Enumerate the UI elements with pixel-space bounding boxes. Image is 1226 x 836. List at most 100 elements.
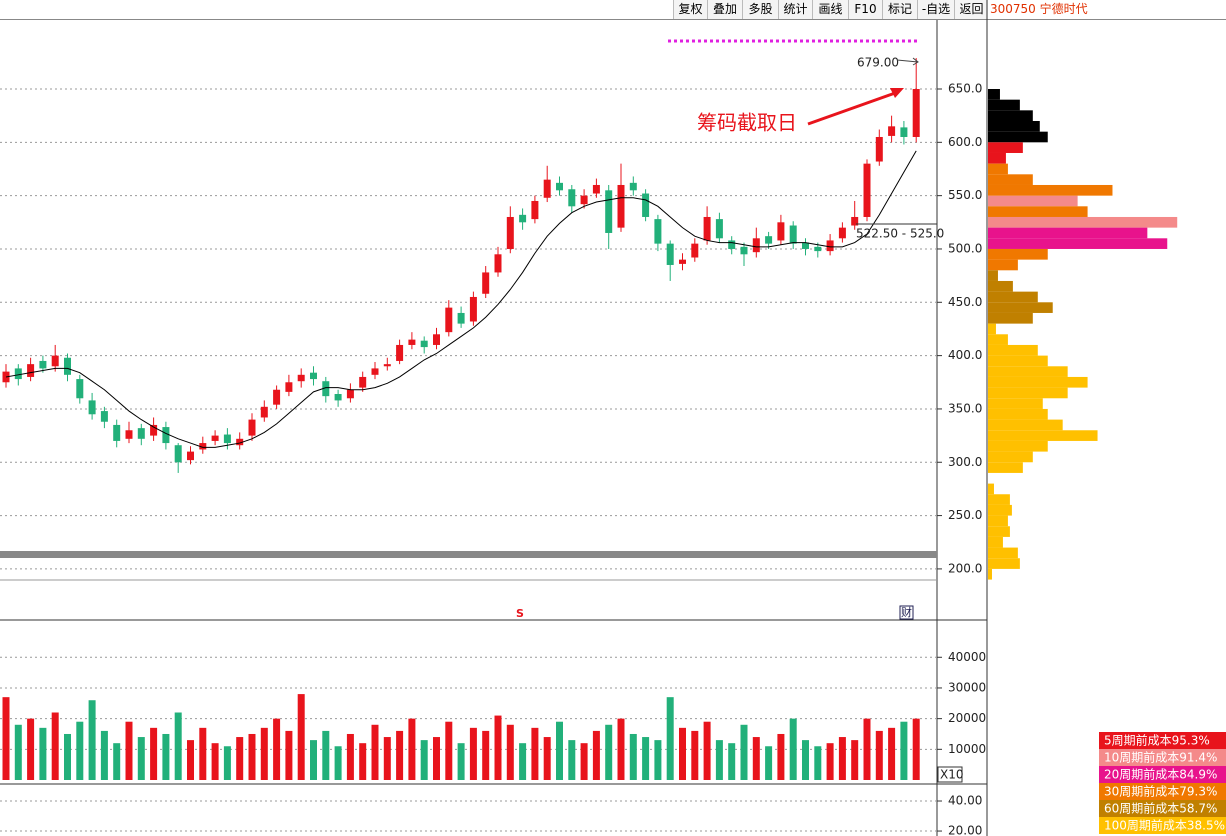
- legend-label: 60周期前成本58.7%: [1104, 801, 1217, 816]
- volume-bar: [556, 721, 563, 780]
- candle-body: [654, 219, 662, 244]
- chip-date-label: 筹码截取日: [697, 111, 797, 135]
- y-tick-label: 20.00: [948, 824, 982, 836]
- toolbar-button[interactable]: 画线: [812, 0, 848, 19]
- chip-bar: [988, 227, 1148, 239]
- volume-bar: [39, 727, 47, 780]
- legend-swatch: [1099, 766, 1226, 783]
- chip-bar: [988, 408, 1048, 420]
- chip-bar: [988, 504, 1012, 516]
- legend-label: 30周期前成本79.3%: [1104, 784, 1217, 799]
- volume-bar: [666, 697, 674, 780]
- volume-bar: [875, 730, 883, 780]
- candle-body: [260, 406, 268, 418]
- chip-bar: [988, 302, 1053, 313]
- candle-body: [2, 371, 10, 383]
- volume-bar: [469, 727, 477, 780]
- symbol: 300750 宁德时代: [990, 2, 1088, 16]
- candle-body: [199, 443, 207, 450]
- candle-body: [371, 368, 379, 375]
- toolbar-button[interactable]: 返回: [954, 0, 988, 19]
- chip-bar: [988, 131, 1048, 143]
- volume-bar: [494, 715, 502, 780]
- volume-bar: [802, 740, 809, 780]
- candle-body: [174, 445, 182, 463]
- chip-bar: [988, 515, 1008, 527]
- toolbar: 300750 宁德时代 复权 叠加 多股 统计 画线 F10 标记 -自选 返回: [0, 0, 1226, 20]
- legend-label: 20周期前成本84.9%: [1104, 767, 1217, 782]
- candle-body: [802, 242, 809, 249]
- volume-bar: [506, 724, 514, 780]
- volume-bar: [371, 724, 379, 780]
- volume-bar: [777, 733, 785, 780]
- volume-bar: [912, 718, 920, 780]
- candle-body: [556, 182, 563, 191]
- toolbar-button[interactable]: 统计: [778, 0, 812, 19]
- candle-body: [469, 296, 477, 322]
- chip-bar: [988, 558, 1020, 569]
- toolbar-button[interactable]: F10: [848, 0, 882, 19]
- unit-box: [937, 766, 963, 783]
- chip-bar: [988, 440, 1048, 452]
- volume-bar: [433, 737, 440, 780]
- toolbar-button[interactable]: 复权: [673, 0, 707, 19]
- chip-bar: [988, 184, 1113, 196]
- y-tick-label: 200.0: [948, 561, 982, 575]
- volume-bar: [211, 743, 219, 780]
- candle-body: [211, 435, 219, 441]
- candle-body: [715, 219, 723, 239]
- volume-bar: [826, 743, 834, 780]
- volume-bar: [789, 718, 797, 780]
- toolbar-button[interactable]: 多股: [742, 0, 778, 19]
- unit-label: X10: [940, 768, 964, 782]
- candle-body: [789, 225, 797, 244]
- candle-body: [629, 182, 637, 191]
- volume-bar: [519, 743, 527, 780]
- chip-bar: [988, 344, 1038, 356]
- volume-bar: [260, 727, 268, 780]
- chip-bar: [988, 387, 1068, 399]
- volume-bar: [543, 737, 551, 780]
- chip-bar: [988, 206, 1088, 217]
- candle-body: [346, 389, 354, 399]
- candle-body: [100, 411, 108, 422]
- candle-body: [617, 184, 625, 228]
- volume-bar: [359, 743, 367, 780]
- chip-bar: [988, 526, 1010, 537]
- volume-bar: [605, 724, 613, 780]
- candle-body: [113, 424, 121, 441]
- candle-body: [150, 424, 158, 436]
- moving-average: [5, 150, 917, 448]
- chip-date-arrow: [807, 90, 899, 126]
- candle-body: [642, 193, 650, 217]
- y-tick-label: 250.0: [948, 508, 982, 522]
- volume-bar: [297, 694, 305, 780]
- chip-bar: [988, 334, 1008, 345]
- candle-body: [322, 381, 330, 397]
- candle-body: [162, 427, 170, 444]
- candle-body: [875, 136, 883, 162]
- toolbar-button[interactable]: 叠加: [707, 0, 742, 19]
- candle-body: [863, 163, 871, 217]
- toolbar-button[interactable]: 标记: [882, 0, 917, 19]
- candle-body: [445, 307, 453, 333]
- candle-body: [765, 236, 773, 244]
- candle-body: [433, 334, 440, 345]
- chip-bar: [988, 174, 1033, 185]
- volume-bar: [642, 737, 650, 780]
- candle-body: [482, 272, 490, 294]
- volume-bar: [703, 721, 711, 780]
- volume-bar: [814, 746, 822, 780]
- signal-label: S: [516, 607, 524, 620]
- volume-bar: [199, 727, 207, 780]
- chip-bar: [988, 99, 1020, 111]
- volume-bar: [223, 746, 231, 780]
- toolbar-button[interactable]: -自选: [917, 0, 954, 19]
- chip-bar: [988, 152, 1006, 164]
- volume-bar: [285, 730, 293, 780]
- volume-bar: [383, 737, 391, 780]
- candle-body: [14, 368, 22, 380]
- candle-body: [334, 394, 342, 401]
